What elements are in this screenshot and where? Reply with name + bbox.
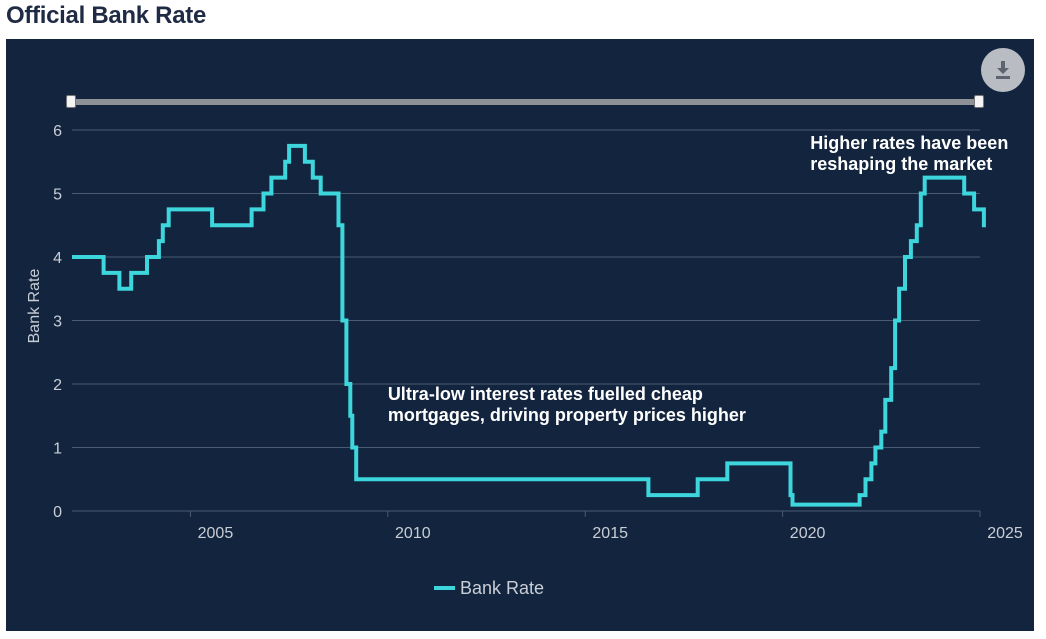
annotations: Ultra-low interest rates fuelled cheapmo…: [388, 133, 1009, 425]
annotation-text: reshaping the market: [810, 154, 992, 174]
legend[interactable]: Bank Rate: [434, 578, 544, 598]
page-title: Official Bank Rate: [6, 2, 206, 29]
download-icon: [996, 61, 1010, 79]
y-tick-label: 1: [53, 441, 62, 458]
x-axis-ticks: 2005 2010 2015 2020 2025: [189, 511, 1023, 542]
legend-item-bank-rate[interactable]: Bank Rate: [460, 578, 544, 598]
chart-svg: 0 1 2 3 4 5 6 2005 2010 2015 2020 2025 Bank Rate U…: [26, 123, 1023, 598]
x-tick-label: 2005: [198, 525, 234, 542]
y-axis-label: Bank Rate: [26, 269, 43, 344]
chart-panel: 0 1 2 3 4 5 6 2005 2010 2015 2020 2025 Bank Rate U…: [6, 39, 1034, 631]
download-button[interactable]: [981, 48, 1025, 92]
range-slider-track[interactable]: [71, 99, 979, 105]
x-tick-label: 2015: [592, 525, 628, 542]
series-layer: [72, 143, 986, 507]
x-tick-label: 2020: [790, 525, 826, 542]
y-axis-ticks: 0 1 2 3 4 5 6: [53, 123, 62, 521]
gridlines: [72, 129, 980, 512]
x-tick-label: 2025: [987, 525, 1023, 542]
annotation-text: Ultra-low interest rates fuelled cheap: [388, 384, 703, 404]
x-tick-label: 2010: [395, 525, 431, 542]
y-tick-label: 2: [53, 377, 62, 394]
y-tick-label: 0: [53, 504, 62, 521]
y-tick-label: 5: [53, 187, 62, 204]
annotation-text: mortgages, driving property prices highe…: [388, 405, 746, 425]
range-slider-end-handle[interactable]: [974, 95, 984, 108]
series-line-bank-rate[interactable]: [72, 143, 986, 507]
range-slider-start-handle[interactable]: [66, 95, 76, 108]
y-tick-label: 3: [53, 314, 62, 331]
annotation-text: Higher rates have been: [810, 133, 1008, 153]
range-slider[interactable]: [66, 94, 984, 110]
y-tick-label: 4: [53, 250, 62, 267]
y-tick-label: 6: [53, 123, 62, 140]
